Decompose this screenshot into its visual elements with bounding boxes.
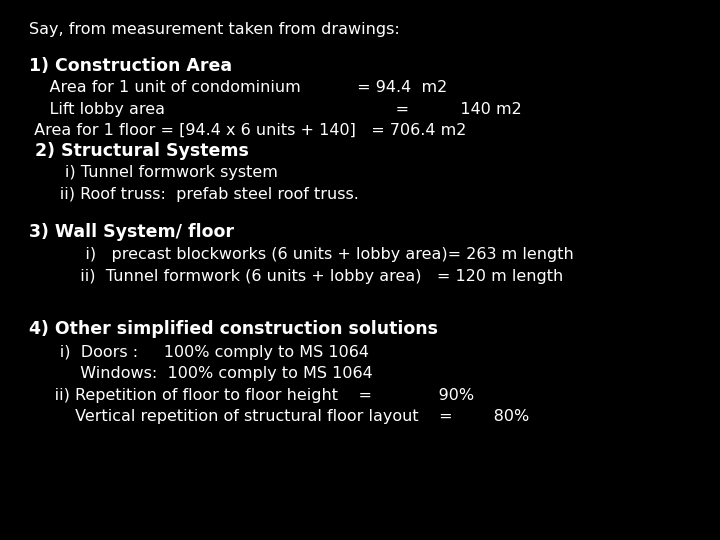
- Text: ii) Repetition of floor to floor height    =             90%: ii) Repetition of floor to floor height …: [29, 388, 474, 403]
- Text: 2) Structural Systems: 2) Structural Systems: [29, 142, 248, 160]
- Text: Say, from measurement taken from drawings:: Say, from measurement taken from drawing…: [29, 22, 400, 37]
- Text: Area for 1 unit of condominium           = 94.4  m2: Area for 1 unit of condominium = 94.4 m2: [29, 80, 447, 95]
- Text: i)  Doors :     100% comply to MS 1064: i) Doors : 100% comply to MS 1064: [29, 345, 369, 360]
- Text: i) Tunnel formwork system: i) Tunnel formwork system: [29, 165, 278, 180]
- Text: Lift lobby area                                             =          140 m2: Lift lobby area = 140 m2: [29, 102, 521, 117]
- Text: 1) Construction Area: 1) Construction Area: [29, 57, 232, 75]
- Text: ii) Roof truss:  prefab steel roof truss.: ii) Roof truss: prefab steel roof truss.: [29, 187, 359, 202]
- Text: Windows:  100% comply to MS 1064: Windows: 100% comply to MS 1064: [29, 366, 372, 381]
- Text: ii)  Tunnel formwork (6 units + lobby area)   = 120 m length: ii) Tunnel formwork (6 units + lobby are…: [29, 269, 563, 284]
- Text: 3) Wall System/ floor: 3) Wall System/ floor: [29, 223, 234, 241]
- Text: i)   precast blockworks (6 units + lobby area)= 263 m length: i) precast blockworks (6 units + lobby a…: [29, 247, 574, 262]
- Text: 4) Other simplified construction solutions: 4) Other simplified construction solutio…: [29, 320, 438, 339]
- Text: Vertical repetition of structural floor layout    =        80%: Vertical repetition of structural floor …: [29, 409, 529, 424]
- Text: Area for 1 floor = [94.4 x 6 units + 140]   = 706.4 m2: Area for 1 floor = [94.4 x 6 units + 140…: [29, 123, 466, 138]
